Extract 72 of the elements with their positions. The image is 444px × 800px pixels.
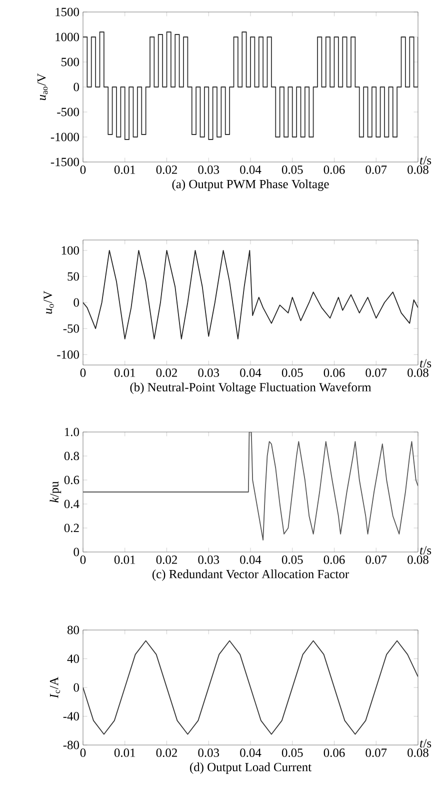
y-tick-label: -40 xyxy=(63,712,80,720)
y-tick-label: -80 xyxy=(63,740,80,750)
x-tick-label: 0.07 xyxy=(366,556,387,564)
x-axis-title: t/s xyxy=(420,156,432,164)
x-tick-label: 0.04 xyxy=(240,556,262,564)
x-tick-label: 0.07 xyxy=(366,368,387,377)
x-tick-label: 0.01 xyxy=(114,368,136,377)
text: (b) Neutral-Point Voltage Fluctuation Waveform xyxy=(130,382,372,394)
x-tick-label: 0 xyxy=(80,368,86,377)
x-tick-label: 0.01 xyxy=(114,166,136,174)
x-tick-label: 0.05 xyxy=(282,368,303,377)
x-tick-label: 0.03 xyxy=(198,166,220,174)
x-tick-label: 0.01 xyxy=(114,748,136,757)
y-axis-title: u$_{o}$/V xyxy=(44,290,54,314)
y-tick-label: -50 xyxy=(63,324,80,333)
y-axis-title: u$_{ao}$/V xyxy=(38,73,48,100)
text: (c) Redundant Vector Allocation Factor xyxy=(152,570,349,581)
x-tick-label: 0.05 xyxy=(282,748,303,757)
x-tick-label: 0.05 xyxy=(282,166,303,174)
y-axis-title: k/pu xyxy=(50,481,62,502)
x-tick-label: 0.07 xyxy=(366,748,387,757)
x-tick-label: 0.05 xyxy=(282,556,303,564)
y-tick-label: 500 xyxy=(62,58,80,66)
x-tick-label: 0.03 xyxy=(198,368,220,377)
y-tick-label: 100 xyxy=(62,246,80,255)
x-tick-label: 0.03 xyxy=(198,556,220,564)
x-tick-label: 0.02 xyxy=(156,748,177,757)
x-tick-label: 0.02 xyxy=(156,166,177,174)
x-tick-label: 0.06 xyxy=(324,368,345,377)
y-tick-label: 1000 xyxy=(56,32,80,42)
y-tick-label: 1500 xyxy=(56,8,80,16)
x-axis-title: t/s xyxy=(420,359,432,368)
x-tick-label: 0.01 xyxy=(114,556,136,564)
x-tick-label: 0.08 xyxy=(408,748,428,757)
y-tick-label: -1500 xyxy=(50,158,80,166)
y-tick-label: -1000 xyxy=(50,132,80,142)
y-tick-label: 0.8 xyxy=(64,452,80,460)
x-tick-label: 0.03 xyxy=(198,748,220,757)
y-tick-label: 80 xyxy=(67,626,80,634)
x-tick-label: 0.02 xyxy=(156,368,177,377)
x-tick-label: 0.06 xyxy=(324,556,345,564)
x-tick-label: 0 xyxy=(80,556,86,564)
y-tick-label: 40 xyxy=(67,654,80,663)
x-tick-label: 0 xyxy=(80,748,86,757)
y-tick-label: 0 xyxy=(74,298,80,307)
y-tick-label: -100 xyxy=(57,350,80,359)
x-tick-label: 0.07 xyxy=(366,166,387,174)
x-tick-label: 0.04 xyxy=(240,368,262,377)
y-tick-label: 0 xyxy=(74,683,80,692)
x-tick-label: 0.06 xyxy=(324,166,345,174)
x-axis-title: t/s xyxy=(420,739,432,748)
line-series xyxy=(83,250,418,340)
x-tick-label: 0 xyxy=(80,166,86,174)
y-tick-label: 0 xyxy=(74,82,80,92)
x-tick-label: 0.08 xyxy=(408,368,428,377)
y-tick-label: 0.4 xyxy=(64,500,80,508)
x-tick-label: 0.08 xyxy=(408,166,428,174)
y-tick-label: -500 xyxy=(57,108,80,116)
text: (d) Output Load Current xyxy=(190,762,312,774)
y-axis-title: I$_{c}$/A xyxy=(50,676,60,698)
text: (a) Output PWM Phase Voltage xyxy=(172,180,329,191)
y-tick-label: 0.2 xyxy=(64,524,79,532)
y-tick-label: 0 xyxy=(74,548,80,556)
x-tick-label: 0.04 xyxy=(240,748,262,757)
y-tick-label: 0.6 xyxy=(64,476,80,484)
x-tick-label: 0.06 xyxy=(324,748,345,757)
x-tick-label: 0.04 xyxy=(240,166,262,174)
y-tick-label: 1.0 xyxy=(65,428,80,436)
y-tick-label: 50 xyxy=(68,272,80,281)
x-tick-label: 0.02 xyxy=(156,556,177,564)
x-tick-label: 0.08 xyxy=(408,556,428,564)
x-axis-title: t/s xyxy=(420,546,432,554)
